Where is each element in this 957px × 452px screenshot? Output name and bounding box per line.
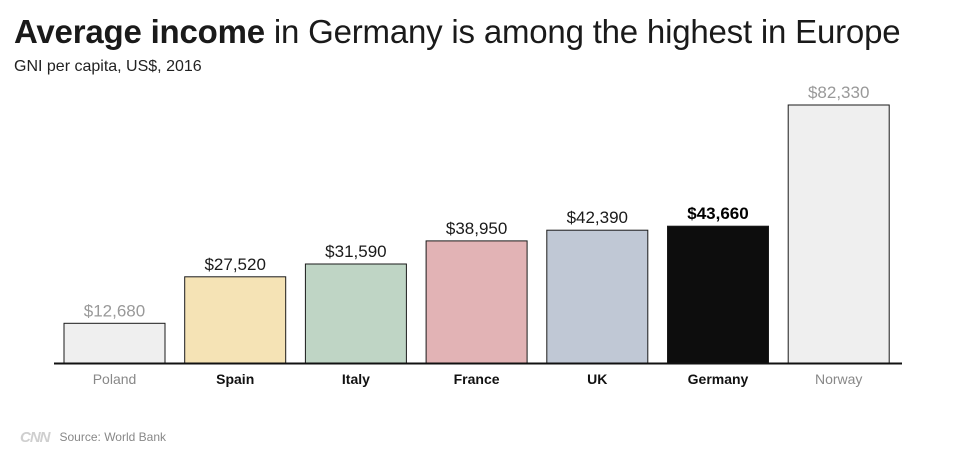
title-bold: Average income [14,13,265,50]
tick-label-norway: Norway [815,371,862,387]
data-label-poland: $12,680 [84,301,145,320]
source-note: Source: World Bank [59,430,167,444]
tick-label-italy: Italy [342,371,370,387]
bar-poland [63,322,166,364]
tick-label-poland: Poland [93,371,137,387]
bar-norway [787,104,890,364]
tick-label-uk: UK [587,371,607,387]
data-label-uk: $42,390 [567,208,628,227]
tick-label-spain: Spain [216,371,254,387]
data-label-france: $38,950 [446,219,507,238]
bar-spain [184,276,287,364]
chart-subtitle: GNI per capita, US$, 2016 [14,58,202,75]
bar-france [425,240,528,364]
title-rest: in Germany is among the highest in Europ… [264,13,901,50]
cnn-logo: CNN [20,428,50,446]
chart-title: Average income in Germany is among the h… [14,12,901,52]
footer: CNN Source: World Bank [20,427,166,447]
data-label-germany: $43,660 [687,204,748,223]
bar-italy [304,263,407,364]
data-label-italy: $31,590 [325,242,386,261]
data-label-norway: $82,330 [808,83,869,102]
bar-germany [667,225,769,364]
tick-label-france: France [454,371,500,387]
tick-label-germany: Germany [688,371,749,387]
data-label-spain: $27,520 [204,255,265,274]
bar-uk [546,229,649,364]
